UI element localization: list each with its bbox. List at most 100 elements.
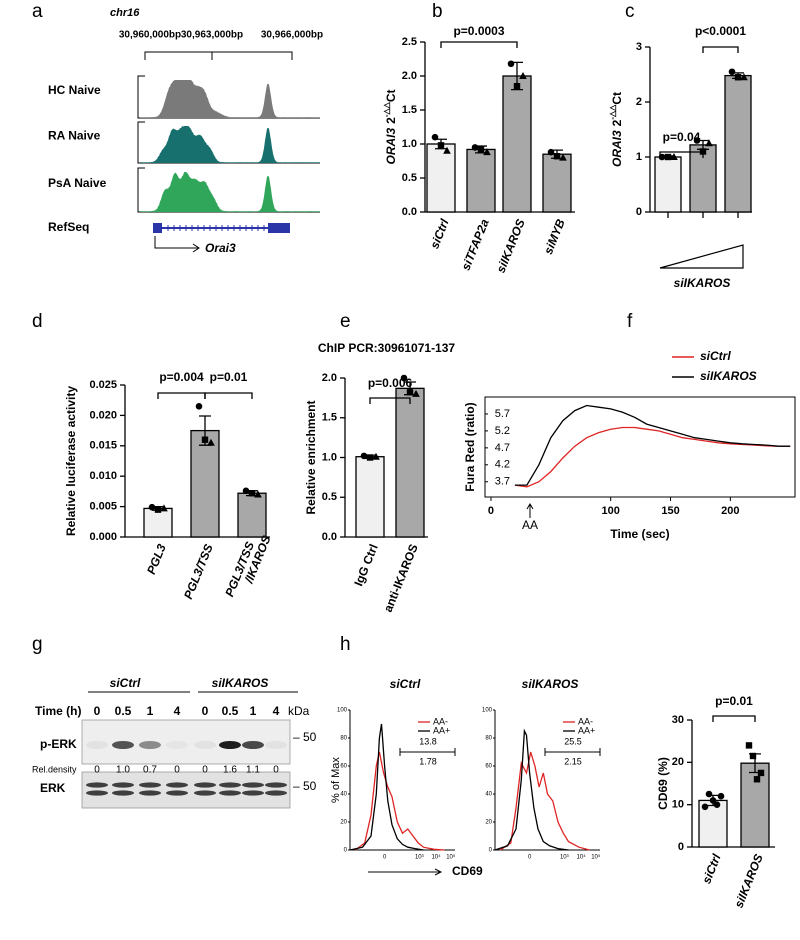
y-axis-label: Fura Red (ratio) xyxy=(463,402,477,491)
blot-band xyxy=(112,741,134,749)
bar xyxy=(395,387,425,538)
y-tick-label: 0.000 xyxy=(89,531,117,543)
dose-wedge xyxy=(659,244,744,269)
blot-band xyxy=(86,790,108,796)
data-point xyxy=(749,752,757,760)
time-point: 4 xyxy=(174,704,181,718)
chromosome: chr16 xyxy=(110,7,140,19)
gate-value: 25.5 xyxy=(564,736,582,746)
blot-band xyxy=(242,782,264,788)
y-axis-label: CD69 (%) xyxy=(656,757,670,810)
blot-band xyxy=(166,782,188,788)
x-tick-label: 0 xyxy=(488,505,494,517)
legend-label: AA- xyxy=(433,716,448,726)
bar xyxy=(740,762,770,848)
significance-bracket xyxy=(702,46,739,53)
data-point xyxy=(717,792,725,800)
time-point: 1 xyxy=(250,704,257,718)
p-value: p<0.0001 xyxy=(695,24,746,38)
data-point xyxy=(201,436,209,443)
plot-title: siCtrl xyxy=(390,677,421,691)
x-tick-label: 10⁴ xyxy=(431,854,441,861)
data-point xyxy=(372,452,380,460)
time-label: Time (h) xyxy=(35,704,81,718)
blot-band xyxy=(166,790,188,796)
y-tick-label: 0.015 xyxy=(89,440,117,452)
density-value: 0 xyxy=(94,765,100,776)
x-tick-label: 10⁵ xyxy=(591,854,601,861)
data-point xyxy=(553,153,561,160)
y-tick-label: 0.0 xyxy=(402,206,417,218)
exon xyxy=(268,223,290,233)
significance-bracket xyxy=(712,715,756,722)
track-label: PsA Naive xyxy=(48,176,107,190)
legend-label: AA- xyxy=(578,716,593,726)
density-value: 0 xyxy=(273,765,279,776)
density-value: 0.7 xyxy=(143,765,157,776)
y-tick-label: 10 xyxy=(672,799,684,811)
panel-label: g xyxy=(32,634,43,655)
x-axis-label: Time (sec) xyxy=(610,527,669,541)
y-tick-label: 2.5 xyxy=(402,36,417,48)
gate xyxy=(399,748,456,756)
y-tick-label: 0.010 xyxy=(89,470,117,482)
y-tick-label: 0 xyxy=(678,841,684,853)
density-value: 1.0 xyxy=(116,765,130,776)
y-tick-label: 100 xyxy=(337,708,348,714)
y-tick-label: 4.2 xyxy=(495,459,510,471)
data-point xyxy=(753,776,761,783)
legend-label: AA+ xyxy=(578,725,595,735)
data-point xyxy=(366,454,374,461)
plot-frame xyxy=(484,396,796,498)
gate-value: 13.8 xyxy=(419,736,437,746)
group-label: siIKAROS xyxy=(212,676,269,690)
p-value: p=0.01 xyxy=(715,694,753,708)
x-tick-label: 150 xyxy=(661,505,679,517)
bar xyxy=(654,156,682,213)
density-value: 1.1 xyxy=(246,765,260,776)
y-axis-label-part: Ct xyxy=(610,92,624,105)
row-label: ERK xyxy=(40,781,66,795)
data-point xyxy=(705,790,713,798)
y-tick-label: 0.025 xyxy=(89,379,117,391)
data-point xyxy=(709,797,717,804)
data-point xyxy=(360,452,368,460)
series-line xyxy=(514,404,791,486)
y-tick-label: 60 xyxy=(485,764,492,770)
time-point: 0 xyxy=(94,704,101,718)
y-tick-label: 2 xyxy=(636,96,642,108)
blot-band xyxy=(242,790,264,796)
y-tick-label: 0.5 xyxy=(402,172,417,184)
y-tick-label: 0.5 xyxy=(322,491,337,503)
blot-band xyxy=(139,782,161,788)
intron-marks xyxy=(167,225,265,231)
y-axis-label-part: -△△ xyxy=(608,104,617,120)
y-axis-label-part: 2 xyxy=(384,117,398,124)
data-point xyxy=(757,769,765,777)
data-point xyxy=(437,142,445,149)
density-label: Rel.density xyxy=(32,764,77,774)
blot-band xyxy=(86,741,108,749)
legend-label: siCtrl xyxy=(700,349,731,363)
y-axis-label: ORAI3 2-△△Ct xyxy=(382,89,398,164)
data-point xyxy=(400,374,408,382)
data-point xyxy=(412,389,420,397)
y-tick-label: 40 xyxy=(340,792,347,798)
data-point xyxy=(513,83,521,90)
data-point xyxy=(160,504,168,512)
gate xyxy=(544,748,601,756)
refseq-label: RefSeq xyxy=(48,220,89,234)
panel-label: f xyxy=(627,311,633,332)
y-tick-label: 2.0 xyxy=(322,372,337,384)
panel-label: c xyxy=(625,1,635,22)
data-point xyxy=(195,402,203,410)
panel-label: a xyxy=(32,1,43,22)
data-point xyxy=(406,389,414,396)
data-point xyxy=(519,72,527,79)
blot-band xyxy=(219,790,241,796)
panel-label: b xyxy=(432,1,443,22)
exon xyxy=(153,223,162,233)
y-tick-label: 80 xyxy=(485,736,492,742)
data-point xyxy=(547,148,555,156)
blot-band xyxy=(194,741,216,749)
